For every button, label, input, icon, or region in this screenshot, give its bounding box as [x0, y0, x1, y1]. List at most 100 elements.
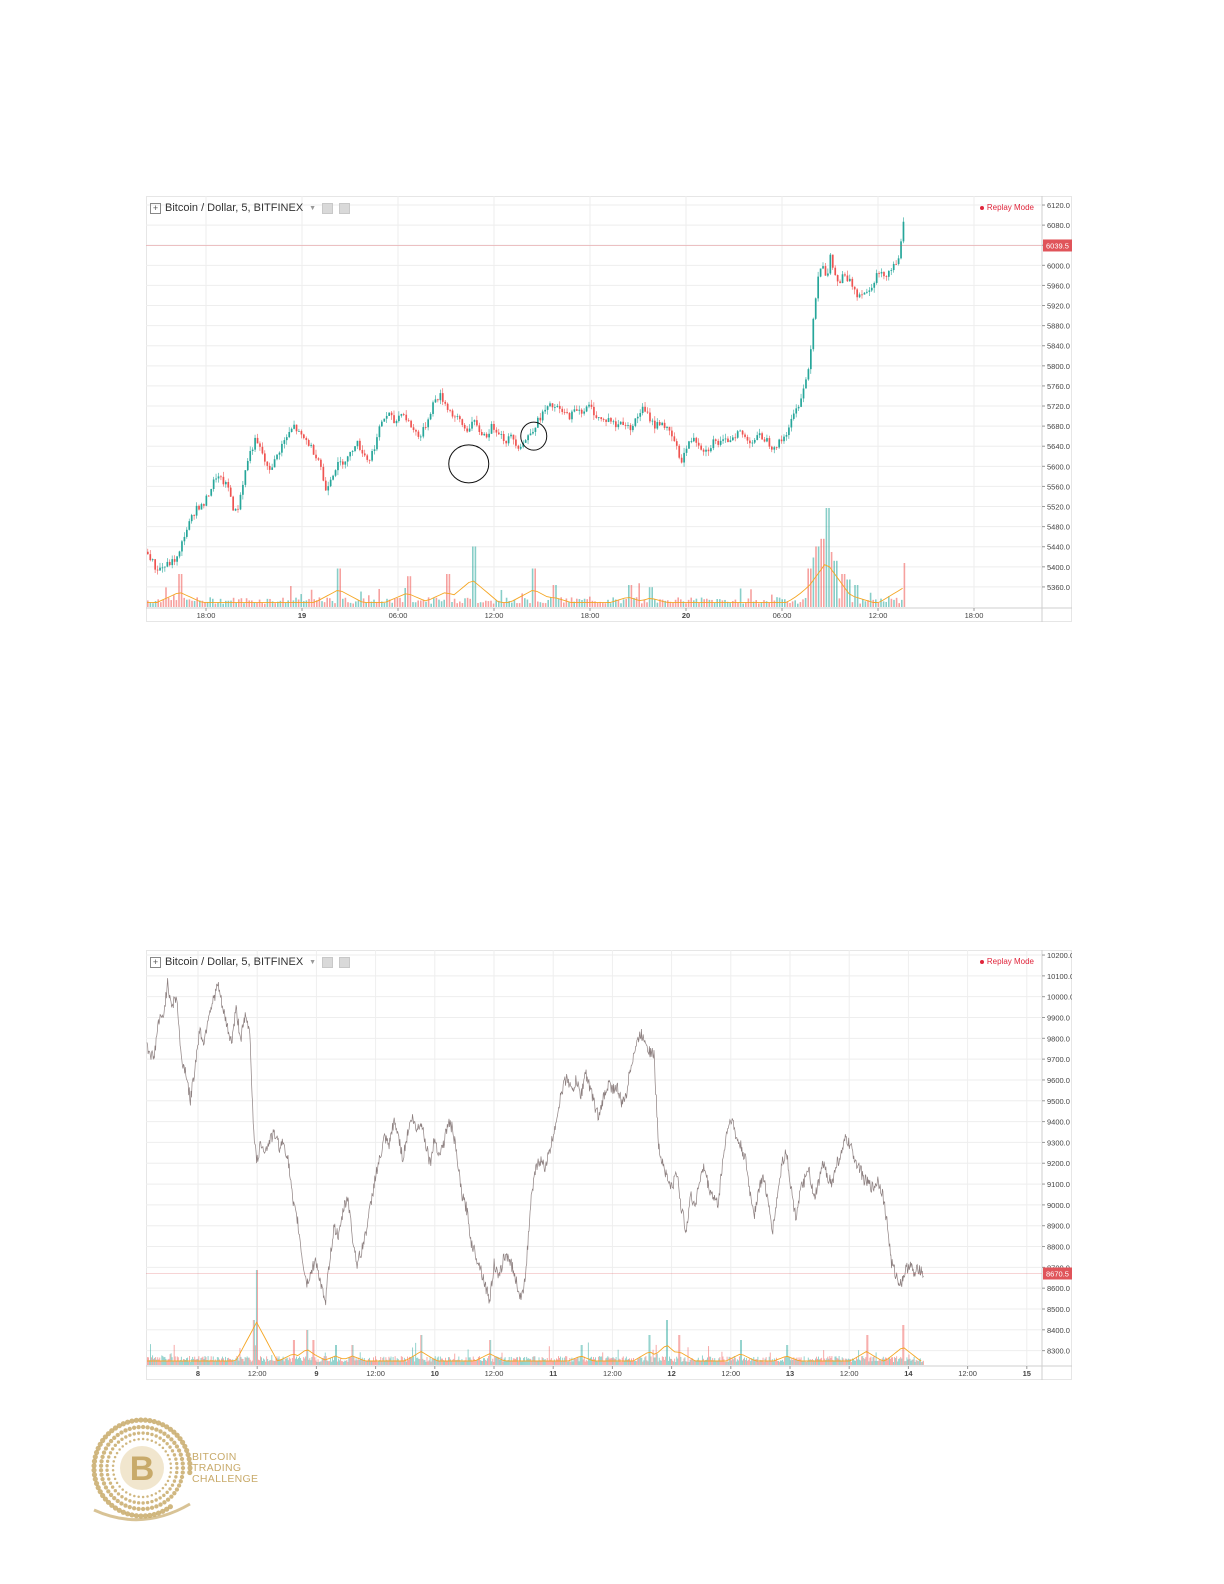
logo-dot — [121, 1488, 124, 1491]
expand-icon[interactable]: + — [150, 956, 161, 968]
logo-dot — [158, 1502, 163, 1507]
volume-bar — [752, 601, 755, 607]
volume-bar — [646, 602, 648, 607]
logo-dot — [169, 1494, 174, 1499]
price-chart-2[interactable]: 10200.0 10100.0 10000.0 9900.0 9800.0 9700.0 9… — [146, 950, 1072, 1380]
volume-bar — [636, 1361, 638, 1365]
candle-body — [232, 496, 235, 511]
candle-body — [753, 439, 756, 443]
volume-bar — [260, 1356, 261, 1365]
volume-bar — [450, 1359, 452, 1365]
chart-canvas-1[interactable]: 6120.06080.06040.06000.05960.05920.05880… — [146, 196, 1072, 622]
volume-bar — [664, 1356, 666, 1365]
y-tick-label: 9500.0 — [1047, 1097, 1070, 1106]
logo-dot — [107, 1455, 111, 1459]
volume-bar — [589, 1357, 591, 1365]
volume-bar — [191, 600, 193, 607]
volume-bar — [152, 1355, 154, 1365]
volume-bar — [721, 1351, 723, 1365]
close-icon[interactable] — [339, 202, 351, 214]
settings-icon[interactable] — [322, 956, 334, 968]
logo-dot — [145, 1425, 150, 1430]
logo-dot — [141, 1501, 145, 1505]
volume-bar — [496, 1356, 498, 1365]
volume-bar — [805, 1361, 807, 1365]
volume-bar — [659, 1360, 661, 1365]
candle-body — [685, 448, 688, 453]
logo-dot — [133, 1417, 139, 1423]
candle-body — [900, 241, 902, 259]
volume-bar — [632, 1360, 633, 1365]
candle-body — [229, 487, 232, 497]
volume-bar — [844, 1358, 846, 1365]
logo-dot — [161, 1486, 165, 1490]
volume-bar — [766, 1360, 768, 1365]
chevron-down-icon[interactable]: ▼ — [309, 958, 317, 966]
close-icon[interactable] — [339, 956, 351, 968]
volume-bar — [557, 598, 560, 607]
logo-dot — [150, 1432, 154, 1437]
candle-body — [710, 448, 712, 452]
candle-body — [366, 455, 369, 460]
logo-dot — [141, 1495, 145, 1499]
volume-bar — [454, 1353, 456, 1365]
y-tick-label: 5680.0 — [1047, 422, 1070, 431]
logo-dot — [161, 1446, 165, 1450]
volume-bar — [433, 1358, 435, 1365]
candle-body — [151, 559, 154, 561]
volume-bar — [573, 1358, 575, 1365]
replay-mode-label: Replay Mode — [986, 203, 1034, 212]
volume-bar — [351, 1345, 353, 1365]
logo-dot — [170, 1483, 175, 1487]
last-price-label: 6039.5 — [1046, 241, 1069, 250]
volume-bar — [222, 603, 224, 607]
logo-dot — [103, 1446, 109, 1451]
volume-bar — [839, 1359, 841, 1365]
volume-bar — [739, 1340, 741, 1365]
volume-bar — [230, 1359, 232, 1365]
volume-bar — [425, 601, 427, 607]
candle-body — [246, 460, 249, 471]
candle-body — [166, 561, 169, 567]
volume-bar — [492, 603, 495, 607]
candle-body — [483, 433, 486, 436]
volume-bar — [713, 1360, 715, 1365]
candle-body — [724, 438, 727, 440]
volume-bar — [681, 1361, 683, 1365]
volume-bar — [653, 1357, 655, 1365]
candle-body — [454, 416, 456, 418]
expand-icon[interactable]: + — [150, 202, 161, 214]
candle-body — [261, 446, 264, 454]
volume-bar — [582, 1359, 584, 1365]
chevron-down-icon[interactable]: ▼ — [309, 204, 317, 212]
volume-bar — [377, 1361, 379, 1365]
candle-body — [741, 430, 744, 435]
candle-body — [381, 421, 383, 427]
volume-bar — [916, 1360, 918, 1365]
settings-icon[interactable] — [322, 202, 334, 214]
volume-bar — [419, 1359, 421, 1365]
volume-bar — [403, 1357, 405, 1365]
volume-bar — [732, 1359, 734, 1365]
volume-bar — [724, 1361, 726, 1365]
price-chart-1[interactable]: 6120.06080.06040.06000.05960.05920.05880… — [146, 196, 1072, 622]
volume-bar — [283, 1361, 285, 1365]
volume-bar — [172, 1361, 174, 1365]
volume-bar — [797, 603, 799, 607]
volume-bar — [848, 1359, 850, 1365]
logo-dot — [162, 1438, 166, 1443]
volume-bar — [268, 1361, 270, 1365]
volume-bar — [769, 1352, 771, 1365]
volume-bar — [801, 1360, 803, 1365]
volume-bar — [362, 598, 365, 607]
candle-body — [858, 294, 861, 298]
logo-dot — [91, 1472, 98, 1478]
candle-body — [841, 274, 844, 284]
candle-body — [649, 412, 651, 422]
volume-bar — [701, 1355, 703, 1365]
volume-bar — [609, 603, 612, 607]
volume-bar — [737, 1360, 739, 1365]
volume-bar — [466, 1361, 468, 1365]
chart-canvas-2[interactable]: 10200.010100.010000.09900.09800.09700.09… — [146, 950, 1072, 1380]
volume-bar — [550, 1358, 552, 1365]
